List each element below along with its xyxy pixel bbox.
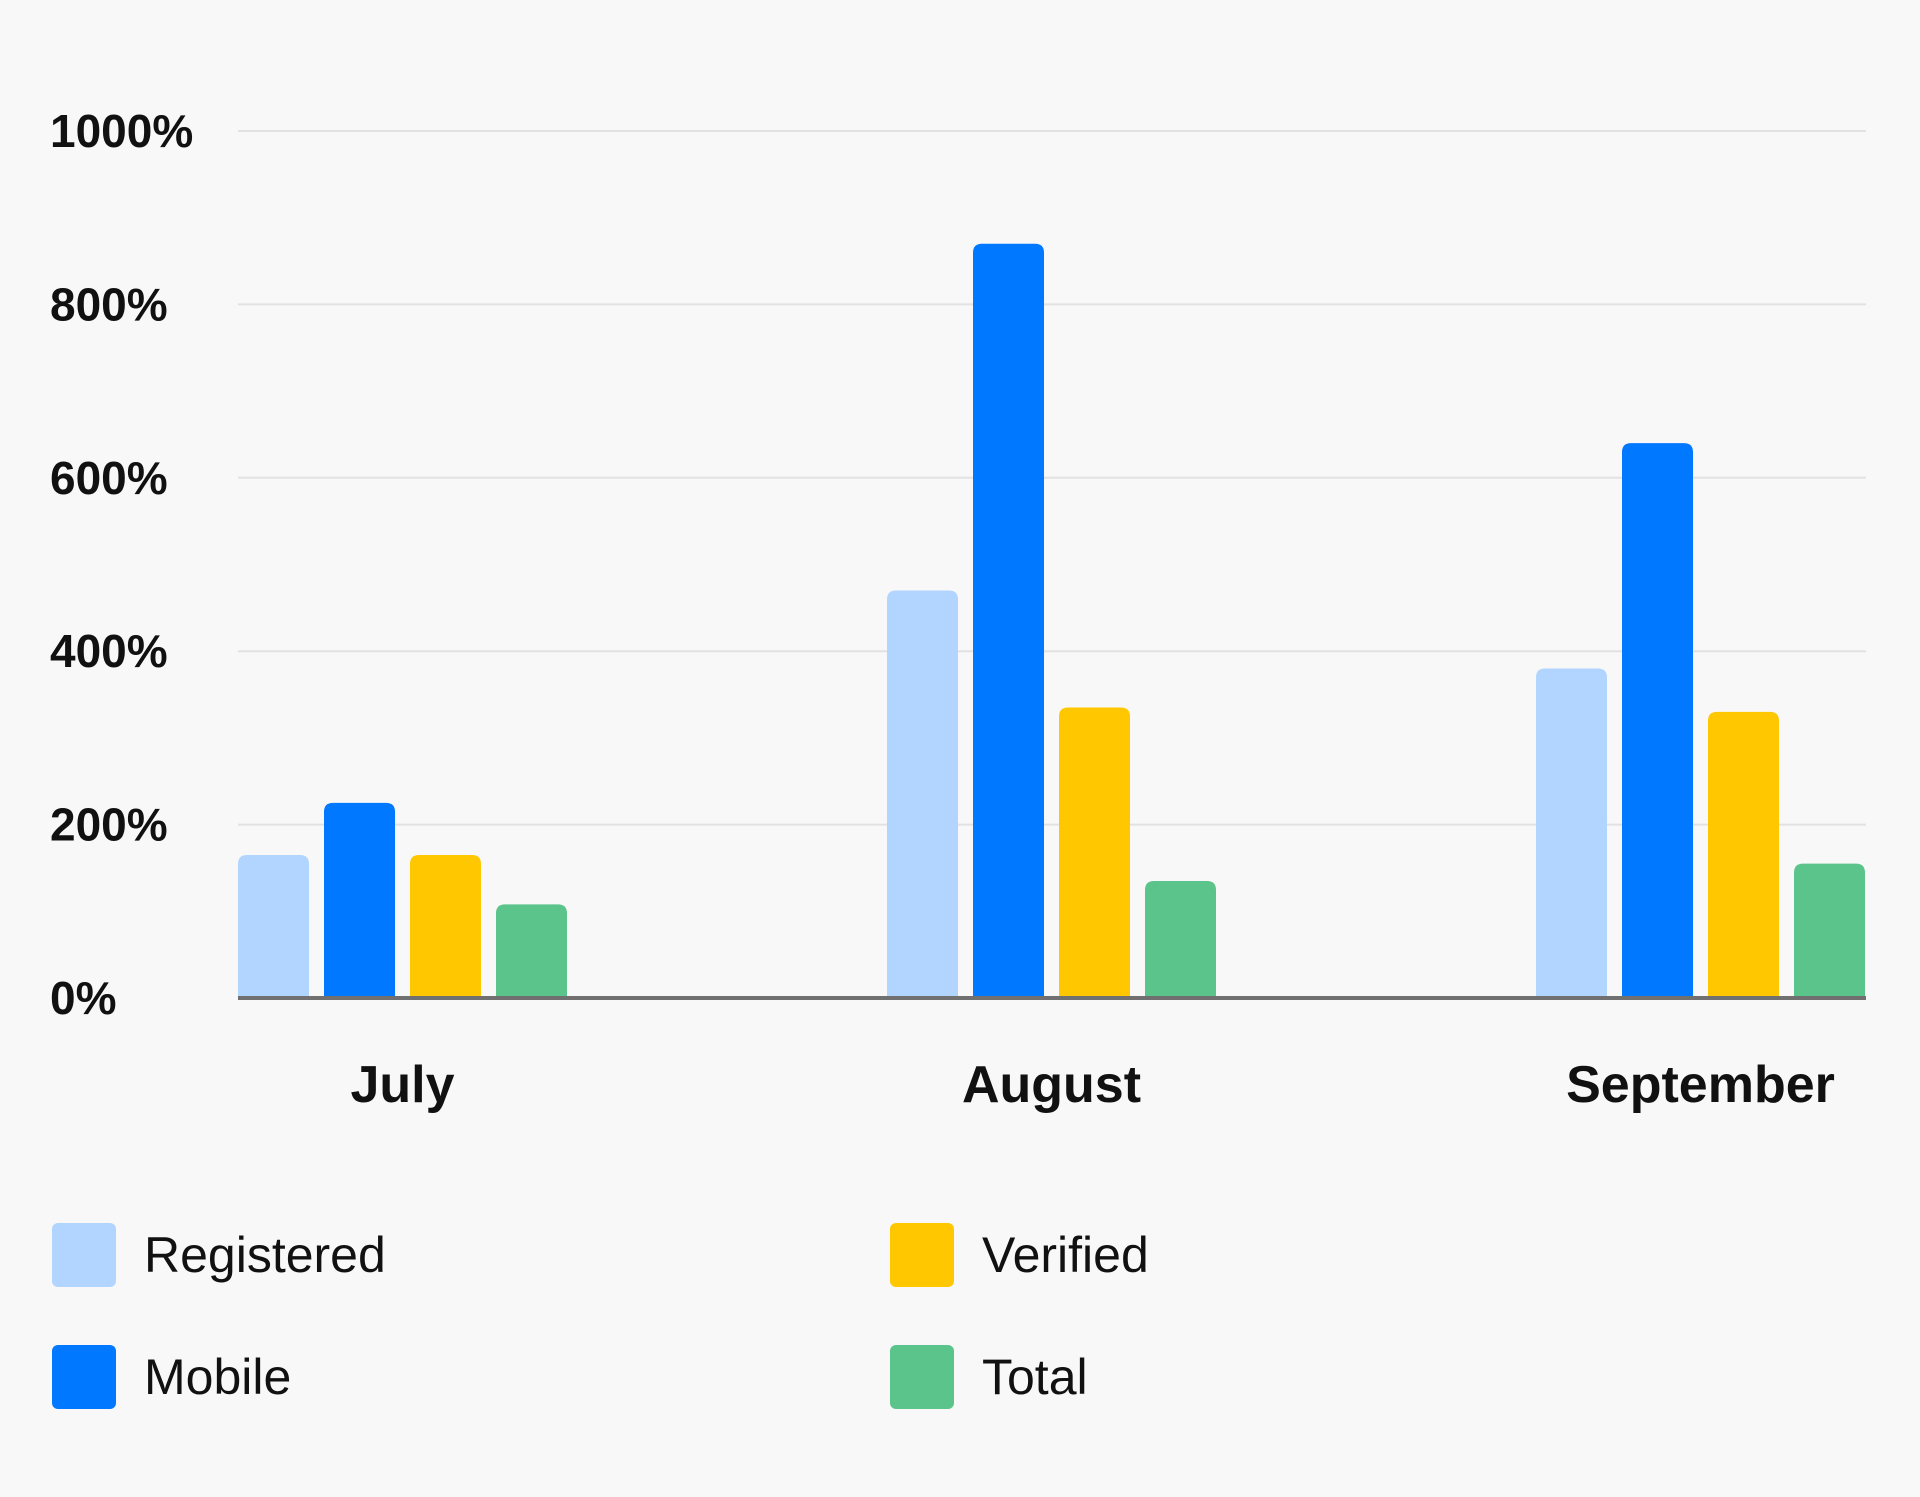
legend-swatch-mobile bbox=[52, 1345, 116, 1409]
y-tick-label: 400% bbox=[50, 625, 168, 677]
y-tick-label: 200% bbox=[50, 799, 168, 851]
grid-lines bbox=[238, 130, 1866, 826]
legend-swatch-total bbox=[890, 1345, 954, 1409]
bar-september-total bbox=[1794, 863, 1865, 998]
legend-item-verified: Verified bbox=[890, 1223, 1149, 1287]
x-axis: July August September bbox=[350, 1056, 1834, 1114]
bar-august-total bbox=[1145, 880, 1216, 998]
x-category-label: September bbox=[1566, 1056, 1835, 1114]
legend-label-verified: Verified bbox=[982, 1227, 1149, 1283]
legend-item-total: Total bbox=[890, 1345, 1088, 1409]
bar-september-registered bbox=[1536, 668, 1607, 998]
y-tick-label: 0% bbox=[50, 972, 116, 1024]
legend-swatch-verified bbox=[890, 1223, 954, 1287]
y-tick-label: 800% bbox=[50, 278, 168, 330]
bar-july-mobile bbox=[324, 802, 395, 998]
bars bbox=[238, 243, 1865, 998]
bar-august-registered bbox=[887, 590, 958, 998]
y-tick-label: 600% bbox=[50, 452, 168, 504]
bar-july-total bbox=[496, 904, 567, 998]
x-category-label: July bbox=[350, 1056, 454, 1114]
x-category-label: August bbox=[962, 1056, 1141, 1114]
bar-august-verified bbox=[1059, 707, 1130, 998]
y-axis: 0% 200% 400% 600% 800% 1000% bbox=[50, 105, 193, 1024]
bar-september-mobile bbox=[1622, 443, 1693, 998]
y-tick-label: 1000% bbox=[50, 105, 193, 157]
legend-item-registered: Registered bbox=[52, 1223, 386, 1287]
bar-july-verified bbox=[410, 854, 481, 998]
legend-label-registered: Registered bbox=[144, 1227, 386, 1283]
legend: Registered Mobile Verified Total bbox=[52, 1205, 1352, 1425]
legend-label-mobile: Mobile bbox=[144, 1349, 292, 1405]
bar-august-mobile bbox=[973, 243, 1044, 998]
bar-july-registered bbox=[238, 854, 309, 998]
legend-item-mobile: Mobile bbox=[52, 1345, 291, 1409]
legend-label-total: Total bbox=[982, 1349, 1088, 1405]
legend-swatch-registered bbox=[52, 1223, 116, 1287]
bar-september-verified bbox=[1708, 711, 1779, 998]
